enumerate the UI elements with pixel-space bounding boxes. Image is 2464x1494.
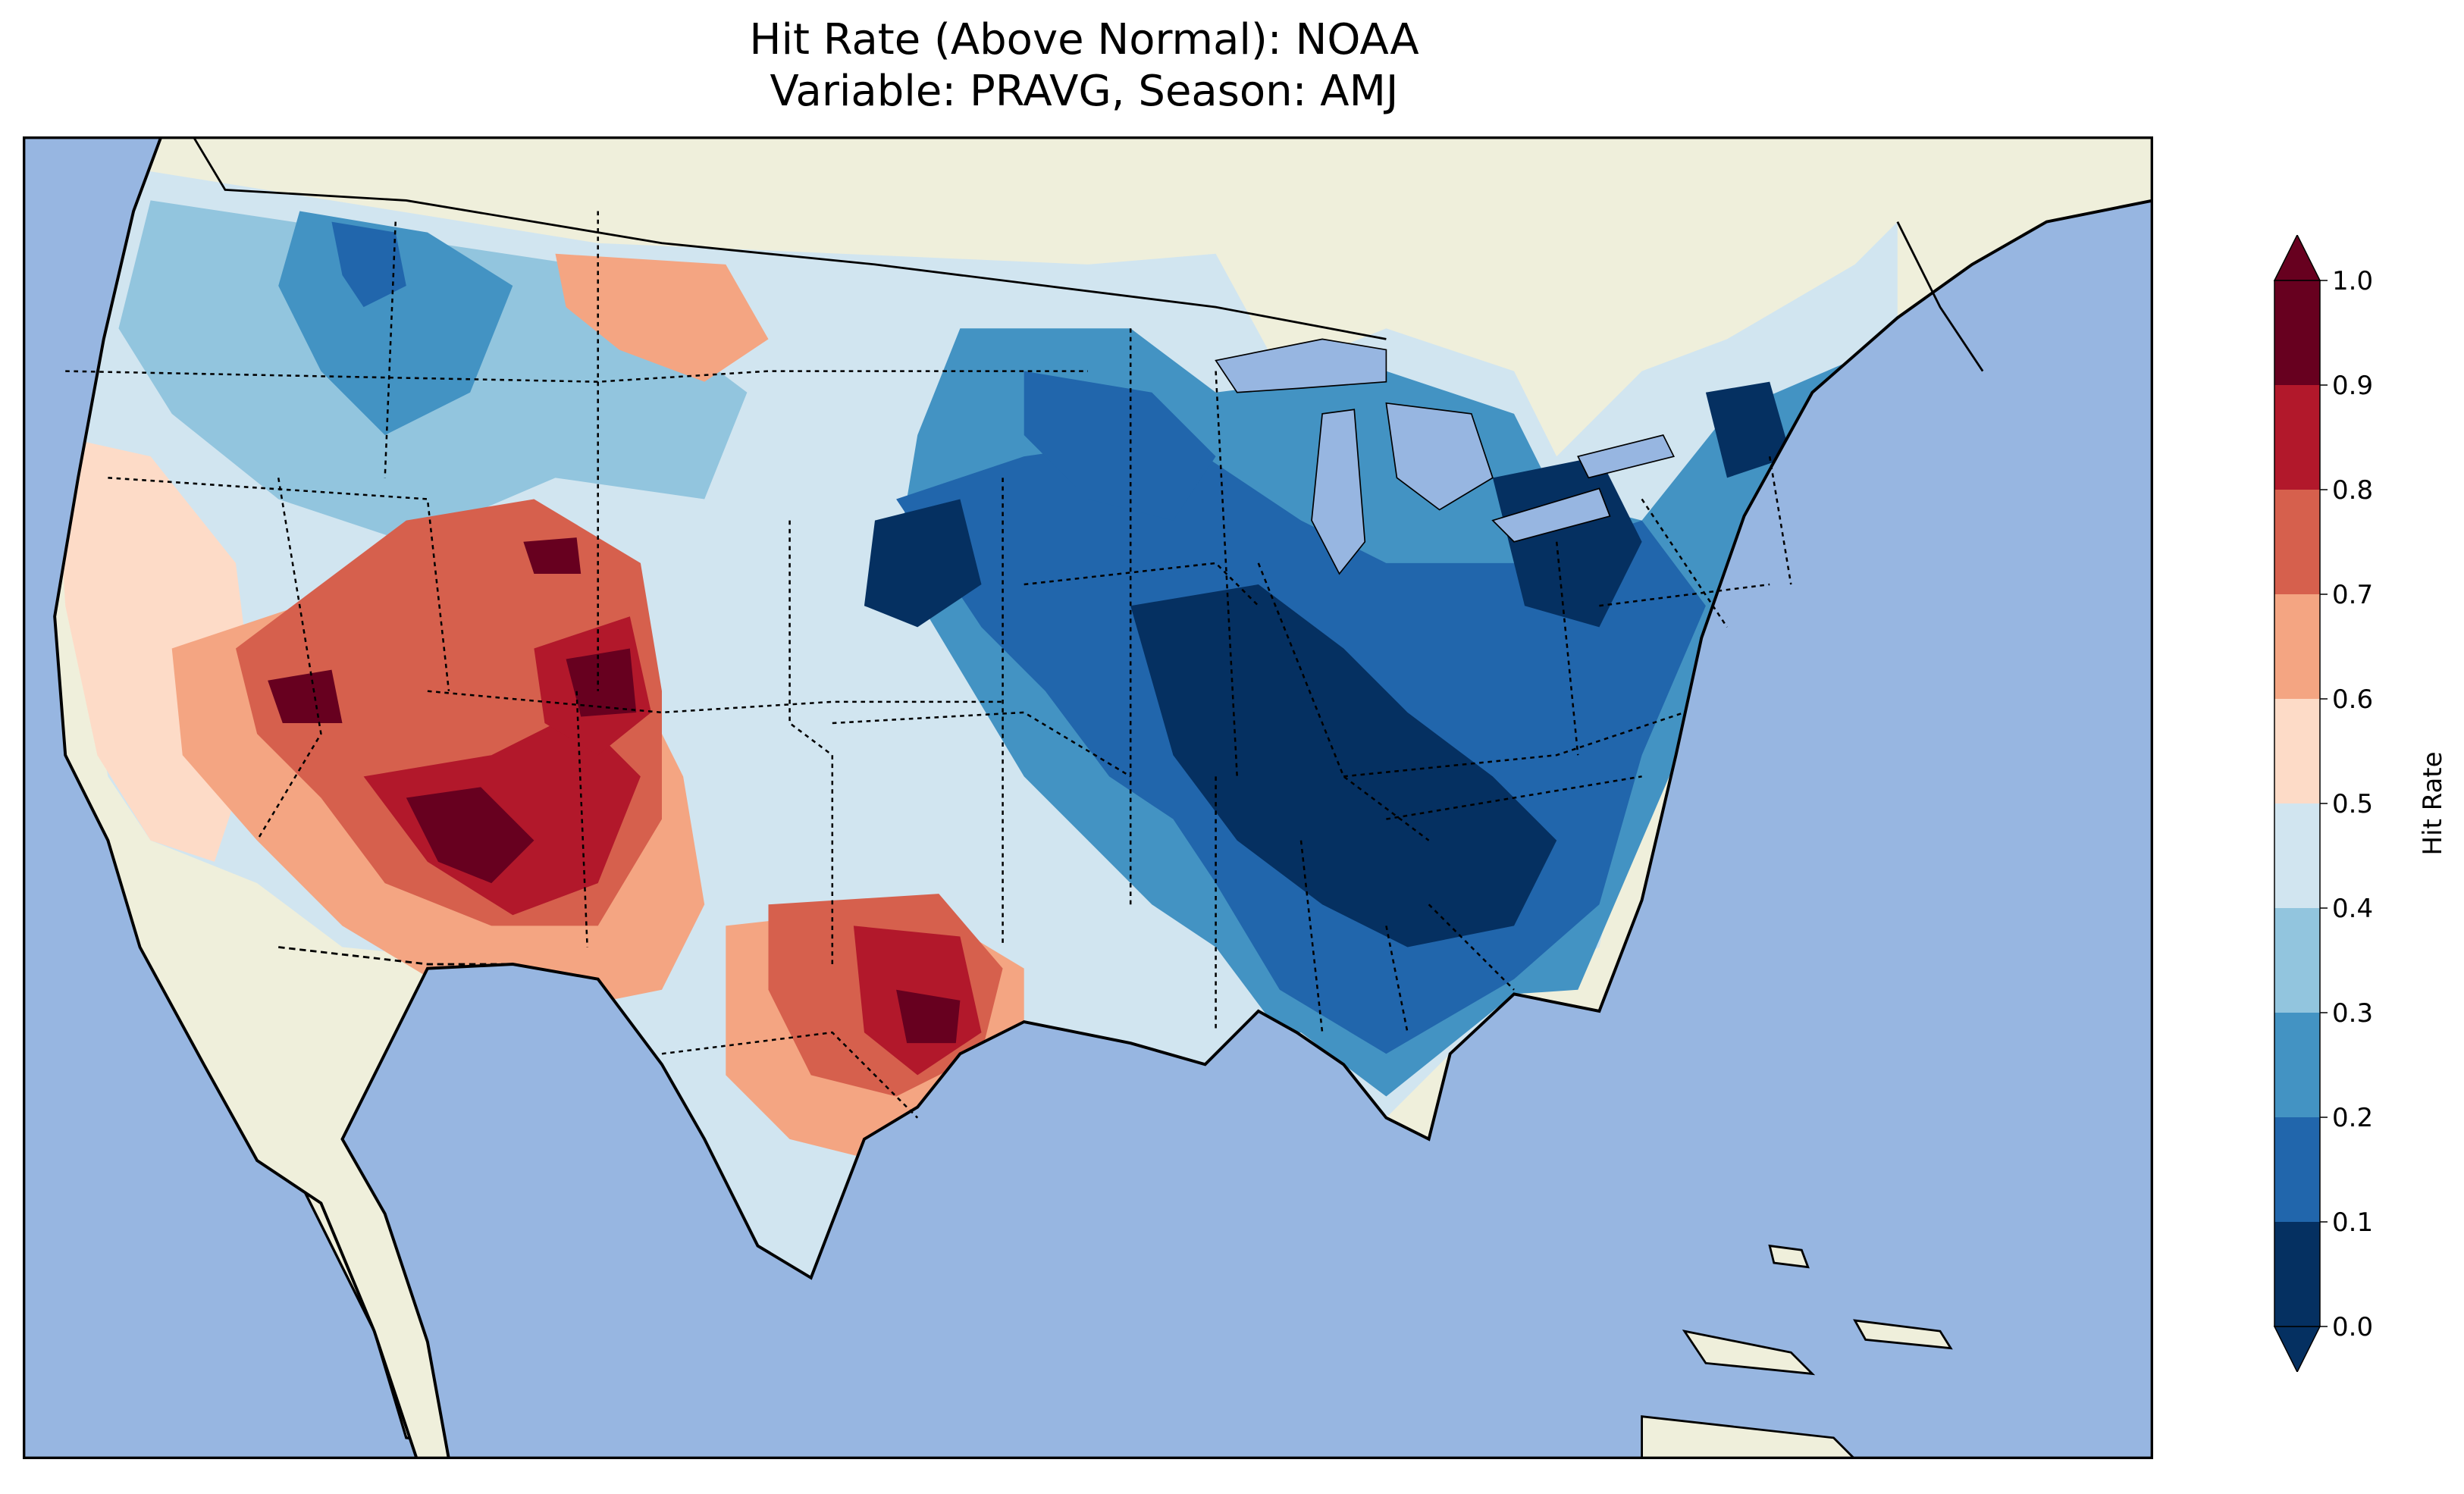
colorbar-band [2274, 1117, 2320, 1222]
colorbar-label: Hit Rate [2418, 751, 2448, 855]
colorbar-tick-label: 0.6 [2332, 684, 2373, 715]
colorbar-tick-label: 0.0 [2332, 1312, 2373, 1342]
colorbar-tick-label: 0.8 [2332, 475, 2373, 506]
colorbar-tick-label: 1.0 [2332, 266, 2373, 296]
map-title-line2: Variable: PRAVG, Season: AMJ [770, 67, 1399, 116]
colorbar-tick-label: 0.3 [2332, 998, 2373, 1029]
colorbar-band [2274, 594, 2320, 699]
great-lakes [1215, 338, 1675, 575]
colorbar-band [2274, 699, 2320, 803]
colorbar-tick-label: 0.2 [2332, 1103, 2373, 1133]
map-title-line1: Hit Rate (Above Normal): NOAA [749, 15, 1419, 64]
colorbar-band [2274, 908, 2320, 1013]
colorbar-ticks: 0.0 0.1 0.2 0.3 0.4 0.5 0.6 0.7 0.8 0.9 1.0 [2320, 266, 2373, 1342]
colorbar-extend-min [2273, 1326, 2321, 1372]
colorbar-band [2274, 1013, 2320, 1117]
colorbar-tick-label: 0.5 [2332, 789, 2373, 819]
colorbar-extend-max [2273, 235, 2321, 281]
colorbar-tick-label: 0.7 [2332, 580, 2373, 610]
colorbar-band [2274, 280, 2320, 385]
hit-rate-map [23, 136, 2153, 1459]
caribbean-islands [1641, 1244, 1953, 1459]
state-borders [65, 211, 1792, 1119]
colorbar-tick-label: 0.9 [2332, 371, 2373, 401]
colorbar-band [2274, 1222, 2320, 1326]
colorbar-tick-label: 0.1 [2332, 1207, 2373, 1238]
borders [53, 136, 2153, 1459]
colorbar-band [2274, 385, 2320, 490]
colorbar-tick-label: 0.4 [2332, 894, 2373, 924]
colorbar-band [2274, 490, 2320, 594]
colorbar: 0.0 0.1 0.2 0.3 0.4 0.5 0.6 0.7 0.8 0.9 1.0 Hit Ra… [2273, 235, 2448, 1372]
colorbar-band [2274, 803, 2320, 908]
colorbar-bands [2273, 235, 2321, 1372]
